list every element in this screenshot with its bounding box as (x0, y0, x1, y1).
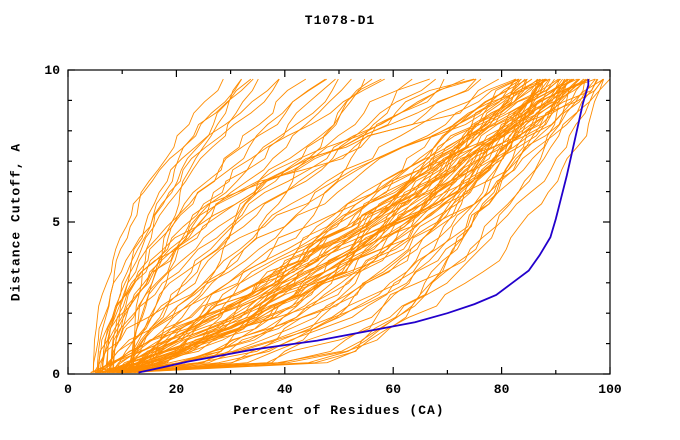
x-tick-label: 60 (385, 382, 401, 397)
model-curve (98, 78, 430, 373)
model-curve (112, 78, 475, 373)
model-curve (125, 79, 538, 373)
model-curve (120, 78, 546, 373)
model-curve (109, 78, 385, 373)
model-curve (129, 78, 436, 373)
chart-title: T1078-D1 (304, 13, 376, 28)
model-curve (113, 78, 587, 373)
model-curve (122, 78, 516, 373)
curves-layer (90, 78, 610, 374)
model-curve (99, 78, 528, 373)
model-curve (90, 78, 598, 373)
model-curve (101, 78, 242, 373)
model-curve (96, 78, 528, 373)
model-curve (97, 78, 548, 373)
model-curve (127, 78, 569, 373)
model-curve (92, 78, 413, 373)
x-tick-label: 40 (277, 382, 293, 397)
model-curve (135, 78, 542, 373)
model-curve (99, 78, 575, 373)
model-curve (117, 78, 604, 373)
model-curve (109, 78, 546, 373)
model-curve (126, 78, 605, 373)
model-curve (113, 78, 280, 373)
y-axis-label: Distance Cutoff, A (8, 142, 24, 302)
model-curve (132, 78, 599, 373)
model-curve (134, 78, 366, 373)
model-curve (110, 78, 520, 373)
model-curve (136, 78, 541, 373)
model-curve (108, 78, 336, 373)
model-curve (121, 78, 580, 373)
model-curve (96, 78, 516, 373)
axes-layer: 0 20 40 60 80 100 0 5 10 (44, 63, 622, 397)
model-curve (130, 78, 373, 373)
model-curve (112, 78, 585, 373)
x-tick-label: 20 (169, 382, 185, 397)
model-curve (116, 79, 586, 373)
model-curve (106, 78, 259, 373)
x-tick-label: 80 (494, 382, 510, 397)
model-curve (121, 78, 522, 373)
model-curve (130, 78, 560, 373)
model-curve (102, 78, 520, 373)
highlighted-curve (138, 79, 590, 374)
model-curve (96, 78, 224, 373)
model-curve (130, 78, 242, 373)
model-curve (124, 78, 569, 373)
model-curve (137, 78, 517, 373)
x-tick-label: 0 (64, 382, 72, 397)
y-tick-label: 10 (44, 63, 60, 78)
model-curve (101, 78, 482, 373)
model-curve (116, 78, 445, 373)
model-curve (129, 78, 584, 373)
model-curve (104, 78, 339, 373)
y-tick-label: 0 (52, 367, 60, 382)
y-tick-label: 5 (52, 215, 60, 230)
model-curve (132, 78, 280, 373)
model-curve (125, 78, 550, 373)
x-tick-label: 100 (598, 382, 622, 397)
model-curve (110, 78, 326, 373)
model-curve (108, 78, 519, 373)
model-curve (122, 78, 566, 373)
model-curve (137, 78, 596, 373)
model-curve (92, 78, 254, 373)
model-curve (99, 78, 561, 373)
x-axis-label: Percent of Residues (CA) (233, 403, 445, 418)
model-curve (102, 79, 544, 373)
model-curve (109, 78, 604, 373)
model-curve (130, 78, 526, 373)
